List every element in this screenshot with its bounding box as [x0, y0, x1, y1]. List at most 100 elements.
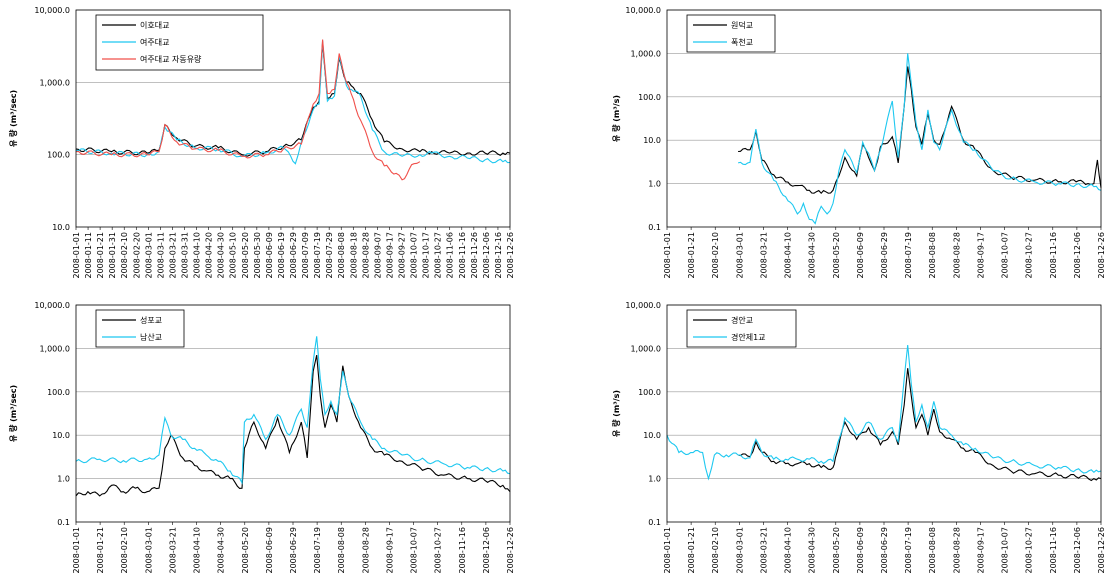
y-tick-label: 0.1: [57, 518, 70, 527]
x-tick-label: 2008-06-29: [880, 527, 889, 574]
x-tick-label: 2008-12-06: [1073, 232, 1082, 279]
x-tick-label: 2008-06-29: [289, 232, 298, 279]
x-tick-label: 2008-01-11: [84, 232, 93, 279]
x-tick-label: 2008-08-28: [361, 232, 370, 279]
y-tick-label: 1.0: [648, 475, 661, 484]
legend-label: 여주대교: [140, 37, 169, 47]
x-tick-label: 2008-12-06: [482, 527, 491, 574]
x-tick-label: 2008-04-30: [808, 232, 817, 279]
x-tick-label: 2008-12-06: [1073, 527, 1082, 574]
x-tick-label: 2008-09-07: [373, 232, 382, 279]
x-tick-label: 2008-01-21: [687, 527, 696, 574]
x-tick-label: 2008-04-30: [808, 527, 817, 574]
x-tick-label: 2008-05-20: [832, 232, 841, 279]
x-tick-label: 2008-03-01: [735, 232, 744, 279]
legend-label: 성포교: [140, 316, 162, 325]
chart-2: 10,000.0 1,000.0 100.0 10.0 1.0 0.12008-01-01…: [611, 6, 1104, 279]
x-tick-label: 2008-06-09: [265, 527, 274, 574]
chart-4: 10,000.0 1,000.0 100.0 10.0 1.0 0.12008-01-01…: [611, 301, 1104, 574]
x-tick-label: 2008-02-10: [711, 232, 720, 279]
series-line-1: [75, 354, 511, 497]
x-tick-label: 2008-03-01: [144, 232, 153, 279]
x-tick-label: 2008-10-07: [410, 232, 419, 279]
x-tick-label: 2008-05-20: [241, 527, 250, 574]
x-tick-label: 2008-06-19: [277, 232, 286, 279]
x-tick-label: 2008-05-20: [832, 527, 841, 574]
legend-label: 여주대교 자동유량: [140, 54, 202, 64]
legend-label: 이호대교: [140, 20, 169, 30]
x-tick-label: 2008-12-26: [1097, 232, 1104, 279]
x-tick-label: 2008-07-09: [301, 232, 310, 279]
x-tick-label: 2008-07-19: [313, 527, 322, 574]
x-tick-label: 2008-10-27: [1025, 527, 1034, 574]
series-line-1: [737, 368, 1102, 482]
x-tick-label: 2008-12-26: [1097, 527, 1104, 574]
x-tick-label: 2008-02-10: [120, 232, 129, 279]
x-tick-label: 2008-07-19: [313, 232, 322, 279]
x-tick-label: 2008-07-19: [904, 232, 913, 279]
y-tick-label: 100.0: [638, 93, 661, 102]
x-tick-label: 2008-01-01: [663, 527, 672, 574]
y-tick-label: 1.0: [57, 475, 70, 484]
y-tick-label: 1,000.0: [630, 49, 661, 58]
x-tick-label: 2008-08-08: [928, 527, 937, 574]
legend-label: 폭천교: [731, 37, 753, 47]
y-axis-label: 유 량 (m³/sec): [8, 90, 18, 147]
x-tick-label: 2008-01-01: [72, 232, 81, 279]
x-tick-label: 2008-05-30: [253, 232, 262, 279]
chart-3: 10,000.0 1,000.0 100.0 10.0 1.0 0.12008-01-01…: [8, 301, 515, 574]
x-tick-label: 2008-08-28: [952, 232, 961, 279]
x-tick-label: 2008-03-01: [144, 527, 153, 574]
x-tick-label: 2008-01-31: [108, 232, 117, 279]
x-tick-label: 2008-04-10: [784, 527, 793, 574]
y-axis-label: 유 량 (m³/s): [611, 390, 621, 437]
series-line-2: [75, 40, 511, 165]
y-tick-label: 10.0: [52, 223, 70, 232]
y-axis-label: 유 량 (m³/sec): [8, 385, 18, 442]
y-tick-label: 10.0: [643, 431, 661, 440]
x-tick-label: 2008-08-18: [349, 232, 358, 279]
x-tick-label: 2008-07-29: [325, 232, 334, 279]
x-tick-label: 2008-04-30: [217, 527, 226, 574]
x-tick-label: 2008-01-01: [72, 527, 81, 574]
x-tick-label: 2008-01-21: [96, 527, 105, 574]
plot-frame: [666, 9, 1102, 228]
x-tick-label: 2008-09-17: [976, 232, 985, 279]
x-tick-label: 2008-09-27: [398, 232, 407, 279]
x-tick-label: 2008-04-30: [217, 232, 226, 278]
y-tick-label: 10,000.0: [34, 301, 70, 310]
x-tick-label: 2008-10-07: [410, 527, 419, 574]
x-tick-label: 2008-11-26: [470, 232, 479, 279]
plot-frame: [75, 304, 511, 523]
x-tick-label: 2008-02-10: [120, 527, 129, 574]
x-tick-label: 2008-06-29: [880, 232, 889, 279]
x-tick-label: 2008-12-06: [482, 232, 491, 279]
x-tick-label: 2008-03-21: [168, 527, 177, 574]
x-tick-label: 2008-11-16: [458, 232, 467, 279]
x-tick-label: 2008-04-20: [205, 232, 214, 279]
x-tick-label: 2008-08-08: [337, 232, 346, 279]
plot-frame: [666, 304, 1102, 523]
x-tick-label: 2008-08-28: [952, 527, 961, 574]
y-tick-label: 10,000.0: [34, 6, 70, 15]
x-tick-label: 2008-10-07: [1001, 232, 1010, 279]
x-tick-label: 2008-10-27: [1025, 232, 1034, 279]
series-line-2: [75, 336, 511, 485]
series-line-1: [75, 42, 511, 157]
x-tick-label: 2008-12-26: [506, 527, 515, 574]
series-line-2: [666, 344, 1102, 481]
x-tick-label: 2008-06-29: [289, 527, 298, 574]
y-tick-label: 100.0: [47, 151, 70, 160]
x-tick-label: 2008-02-20: [132, 232, 141, 279]
x-tick-label: 2008-10-17: [422, 232, 431, 279]
x-tick-label: 2008-03-21: [759, 232, 768, 279]
x-tick-label: 2008-04-10: [193, 527, 202, 574]
x-tick-label: 2008-01-01: [663, 232, 672, 279]
x-tick-label: 2008-09-17: [385, 232, 394, 279]
x-tick-label: 2008-03-01: [735, 527, 744, 574]
